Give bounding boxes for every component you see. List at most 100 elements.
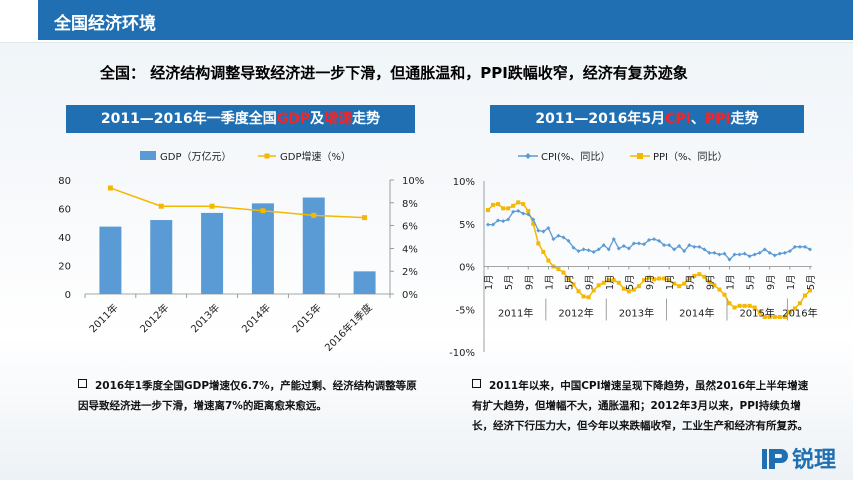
logo: 锐理: [760, 443, 836, 473]
ppi-point: [767, 314, 772, 319]
logo-mark-icon: [760, 445, 790, 471]
ppi-point: [662, 276, 667, 281]
cpi-point: [506, 217, 511, 222]
year-label: 2011年: [498, 307, 533, 320]
left-axis-tick: 40: [58, 233, 71, 244]
legend-growth-label: GDP增速（%）: [280, 150, 351, 163]
ppi-point: [606, 278, 611, 283]
y-axis-tick: 5%: [459, 220, 475, 231]
cpi-point: [596, 247, 601, 252]
month-tick-label: 1月: [726, 275, 737, 291]
cpi-point: [551, 237, 556, 242]
cpi-point: [797, 244, 802, 249]
ppi-point: [526, 208, 531, 213]
legend-cpi-marker: [525, 153, 531, 159]
gdp-title-part3: 走势: [352, 111, 381, 127]
cpi-title-red1: CPI: [665, 111, 691, 127]
month-tick-label: 5月: [685, 275, 696, 291]
month-tick-label: 9月: [585, 275, 596, 291]
cpi-point: [672, 247, 677, 252]
ppi-point: [722, 292, 727, 297]
ppi-point: [641, 278, 646, 283]
ppi-point: [536, 241, 541, 246]
month-tick-label: 9月: [766, 275, 777, 291]
ppi-point: [802, 293, 807, 298]
gdp-chart: GDP（万亿元） GDP增速（%） 0 20 40 60 80 0% 2% 4% 6% 8% 10% 20…: [58, 150, 424, 354]
ppi-point: [657, 276, 662, 281]
cpi-point: [546, 226, 551, 231]
ppi-point: [772, 314, 777, 319]
right-axis-tick: 8%: [402, 199, 418, 210]
cpi-point: [732, 252, 737, 257]
cpi-point: [777, 251, 782, 256]
ppi-point: [757, 310, 762, 315]
ppi-point: [521, 202, 526, 207]
y-axis-tick: 10%: [453, 177, 475, 188]
cpi-ppi-chart: CPI(%、同比） PPI（%、同比） -10% -5% 0% 5% 10% 1月 5月 9月 1月…: [449, 151, 818, 359]
cpi-point: [511, 209, 516, 214]
right-axis-tick: 10%: [402, 176, 424, 187]
ppi-point: [636, 284, 641, 289]
cpi-point: [486, 222, 490, 227]
ppi-point: [702, 274, 707, 279]
cpi-point: [677, 243, 682, 248]
right-axis-tick: 6%: [402, 222, 418, 233]
ppi-point: [546, 258, 551, 263]
month-tick-label: 9月: [524, 275, 535, 291]
gdp-title-part1: 2011—2016年一季度全国: [100, 111, 277, 127]
ppi-point: [792, 306, 797, 311]
ppi-point: [566, 276, 571, 281]
month-tick-label: 1月: [665, 275, 676, 291]
ppi-point: [516, 200, 521, 205]
cpi-point: [702, 247, 707, 252]
cpi-point: [501, 219, 506, 224]
ppi-point: [561, 270, 566, 275]
bullet-square-icon: [472, 379, 481, 388]
right-axis-tick: 2%: [402, 267, 418, 278]
month-tick-label: 9月: [705, 275, 716, 291]
month-tick-label: 5月: [504, 275, 515, 291]
ppi-point: [496, 202, 501, 207]
ppi-point: [591, 288, 596, 293]
cpi-point: [762, 247, 767, 252]
ppi-point: [486, 208, 490, 213]
year-label: 2012年: [558, 307, 593, 320]
cpi-point: [566, 238, 571, 243]
cpi-point: [611, 237, 616, 242]
ppi-point: [687, 276, 692, 281]
cpi-point: [576, 249, 581, 254]
cpi-point: [682, 249, 687, 254]
cpi-point: [692, 244, 697, 249]
gdp-title-part2: 及: [310, 111, 325, 127]
ppi-point: [707, 279, 712, 284]
cpi-point: [802, 244, 807, 249]
ppi-point: [586, 295, 591, 300]
ppi-point: [531, 221, 536, 226]
cpi-point: [808, 247, 812, 252]
gdp-bar: [353, 271, 376, 294]
cpi-title-part3: 走势: [730, 111, 759, 127]
ppi-point: [672, 281, 677, 286]
cpi-point: [586, 248, 591, 253]
ppi-point: [616, 280, 621, 285]
cpi-title-part2: 、: [690, 111, 705, 127]
ppi-point: [732, 305, 737, 310]
ppi-point: [556, 267, 561, 272]
month-tick-label: 1月: [484, 275, 495, 291]
cpi-point: [752, 252, 757, 257]
cpi-point: [647, 237, 651, 242]
ppi-point: [506, 206, 511, 211]
category-label: 2013年: [188, 301, 222, 335]
legend-growth-marker: [264, 153, 270, 159]
cpi-point: [626, 246, 631, 251]
y-axis-tick: -5%: [456, 305, 475, 316]
ppi-point: [752, 305, 757, 310]
cpi-point: [697, 244, 702, 249]
ppi-point: [682, 281, 687, 286]
cpi-point: [571, 245, 576, 250]
cpi-point: [662, 243, 667, 248]
cpi-ppi-note-text: 2011年以来，中国CPI增速呈现下降趋势，虽然2016年上半年增速有扩大趋势，…: [472, 380, 809, 432]
cpi-point: [712, 250, 717, 255]
page-title: 全国经济环境: [54, 14, 156, 34]
ppi-point: [762, 314, 767, 319]
